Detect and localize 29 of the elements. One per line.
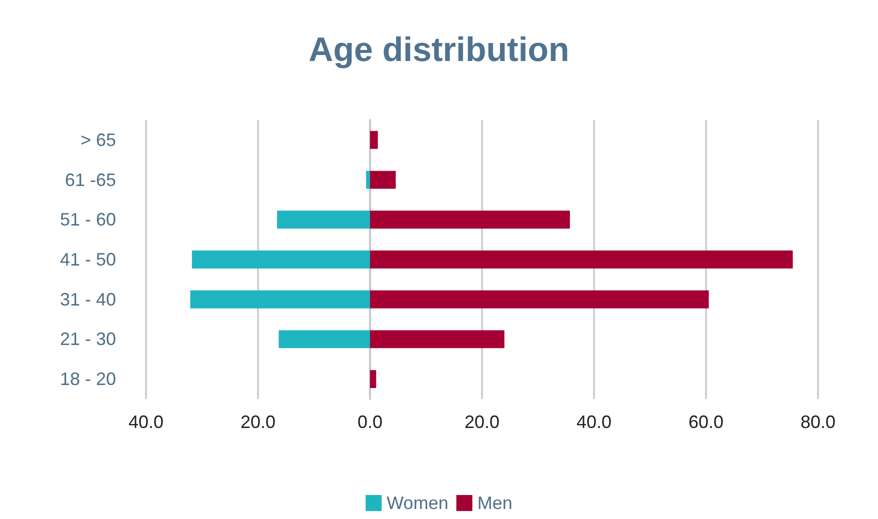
x-tick-label: 20.0	[464, 412, 500, 432]
bar	[370, 130, 378, 149]
bar	[278, 330, 370, 348]
x-tick-label: 20.0	[240, 412, 276, 432]
bar	[370, 290, 709, 308]
bar	[370, 210, 570, 229]
y-tick-label: > 65	[80, 130, 116, 150]
bar	[277, 210, 370, 229]
x-tick-label: 0.0	[357, 412, 383, 432]
x-tick-label: 60.0	[688, 412, 724, 432]
x-tick-label: 40.0	[128, 412, 164, 432]
x-tick-label: 80.0	[800, 412, 836, 432]
bar	[192, 250, 370, 268]
bar	[366, 170, 370, 189]
legend-label: Men	[477, 493, 512, 513]
x-tick-label: 40.0	[576, 412, 612, 432]
y-tick-label: 41 - 50	[60, 250, 116, 270]
bar	[370, 250, 793, 268]
bar	[190, 290, 370, 308]
y-tick-label: 31 - 40	[60, 289, 116, 310]
y-tick-label: 61 -65	[64, 170, 116, 190]
bar	[370, 330, 504, 348]
bar	[370, 370, 376, 388]
y-tick-label: 18 - 20	[60, 369, 116, 390]
bar	[370, 170, 396, 189]
y-tick-label: 21 - 30	[60, 329, 116, 350]
chart-title: Age distribution	[308, 31, 570, 69]
legend-label: Women	[386, 493, 448, 513]
y-tick-label: 51 - 60	[60, 210, 116, 230]
